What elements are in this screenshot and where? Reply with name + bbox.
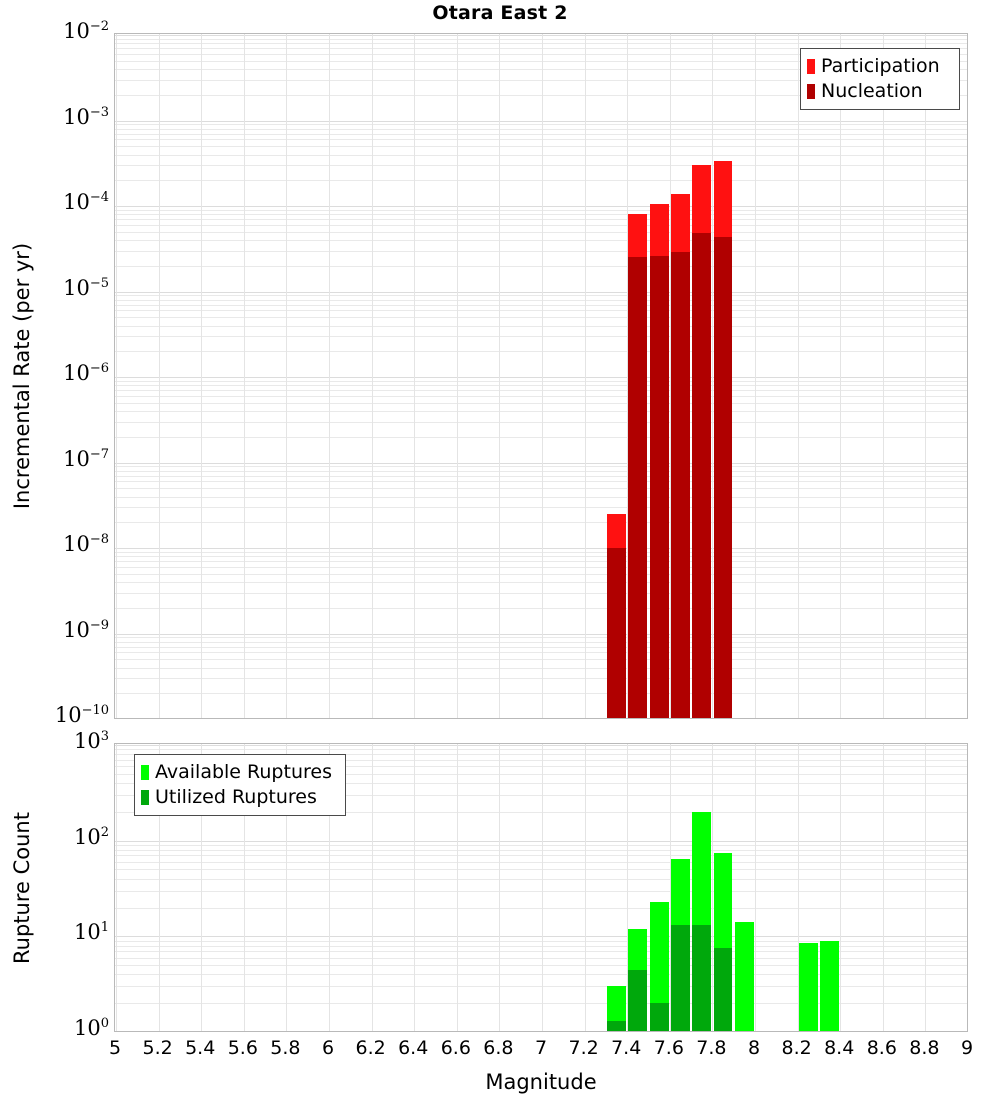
legend-item-label: Nucleation (821, 80, 923, 102)
x-axis-label: Magnitude (485, 1070, 597, 1094)
legend-item: Participation (807, 54, 951, 79)
y-tick-label: 10−2 (63, 19, 109, 43)
legend-item: Available Ruptures (141, 760, 337, 785)
x-tick-label: 5.2 (142, 1037, 173, 1059)
bar-nucleation (713, 237, 733, 718)
incremental-rate-plot (114, 33, 968, 719)
x-tick-label: 5.6 (227, 1037, 258, 1059)
x-tick-label: 7.6 (653, 1037, 684, 1059)
bar-nucleation (671, 251, 690, 718)
y-tick-label: 10−7 (63, 446, 109, 471)
legend-item-label: Participation (821, 55, 940, 77)
bar-utilized-ruptures (628, 969, 648, 1031)
top-chart-bars (115, 34, 967, 718)
x-tick-label: 7 (534, 1037, 548, 1059)
legend-item-label: Available Ruptures (155, 761, 332, 783)
legend-item: Utilized Ruptures (141, 785, 337, 810)
y-tick-label: 10−9 (63, 617, 109, 642)
bottom-chart-legend: Available Ruptures Utilized Ruptures (134, 754, 346, 816)
bar-utilized-ruptures (607, 1021, 626, 1031)
x-tick-label: 7.4 (611, 1037, 642, 1059)
y-tick-label: 101 (73, 920, 109, 945)
x-tick-label: 5.8 (270, 1037, 301, 1059)
legend-swatch-icon (807, 84, 815, 99)
y-tick-label: 10−3 (63, 104, 109, 129)
x-tick-label: 5.4 (185, 1037, 216, 1059)
bottom-chart-bars (115, 744, 967, 1031)
legend-swatch-icon (141, 790, 149, 805)
bar-utilized-ruptures (692, 925, 712, 1031)
x-tick-label: 6 (321, 1037, 335, 1059)
bar-nucleation (607, 548, 626, 718)
bottom-chart-y-axis-label: Rupture Count (10, 811, 34, 964)
x-tick-label: 8.8 (909, 1037, 940, 1059)
x-tick-label: 7.2 (568, 1037, 599, 1059)
bar-utilized-ruptures (713, 948, 733, 1031)
top-chart-legend: Participation Nucleation (800, 48, 960, 110)
rupture-count-plot (114, 743, 968, 1032)
y-tick-label: 100 (73, 1016, 109, 1040)
bar-available-ruptures (649, 901, 669, 1031)
x-tick-label: 8.2 (781, 1037, 812, 1059)
y-tick-label: 10−10 (54, 703, 109, 727)
bar-utilized-ruptures (649, 1003, 669, 1031)
y-tick-label: 102 (73, 824, 109, 849)
y-tick-label: 103 (73, 729, 109, 753)
legend-item: Nucleation (807, 79, 951, 104)
x-tick-label: 8 (747, 1037, 761, 1059)
bar-available-ruptures (820, 940, 839, 1031)
bottom-chart-gridlines (115, 744, 967, 1031)
x-tick-label: 6.2 (355, 1037, 386, 1059)
bar-available-ruptures (607, 986, 626, 1031)
legend-item-label: Utilized Ruptures (155, 786, 317, 808)
bar-nucleation (649, 256, 669, 718)
page-title: Otara East 2 (432, 2, 568, 24)
top-chart-gridlines (115, 34, 967, 718)
y-tick-label: 10−5 (63, 275, 109, 300)
bar-available-ruptures (734, 922, 754, 1031)
bar-available-ruptures (798, 943, 818, 1031)
bar-nucleation (692, 233, 712, 718)
x-tick-label: 5 (108, 1037, 122, 1059)
top-chart-y-axis-label: Incremental Rate (per yr) (10, 242, 34, 510)
bar-nucleation (628, 257, 648, 718)
y-tick-label: 10−6 (63, 361, 109, 385)
legend-swatch-icon (807, 59, 815, 74)
x-tick-label: 8.6 (866, 1037, 897, 1059)
x-tick-label: 6.6 (440, 1037, 471, 1059)
x-tick-label: 6.4 (398, 1037, 429, 1059)
x-tick-label: 9 (960, 1037, 974, 1059)
x-tick-label: 6.8 (483, 1037, 514, 1059)
y-tick-label: 10−4 (63, 190, 109, 214)
bar-utilized-ruptures (671, 925, 690, 1031)
y-tick-label: 10−8 (63, 532, 109, 556)
x-tick-label: 8.4 (824, 1037, 855, 1059)
x-tick-label: 7.8 (696, 1037, 727, 1059)
legend-swatch-icon (141, 765, 149, 780)
